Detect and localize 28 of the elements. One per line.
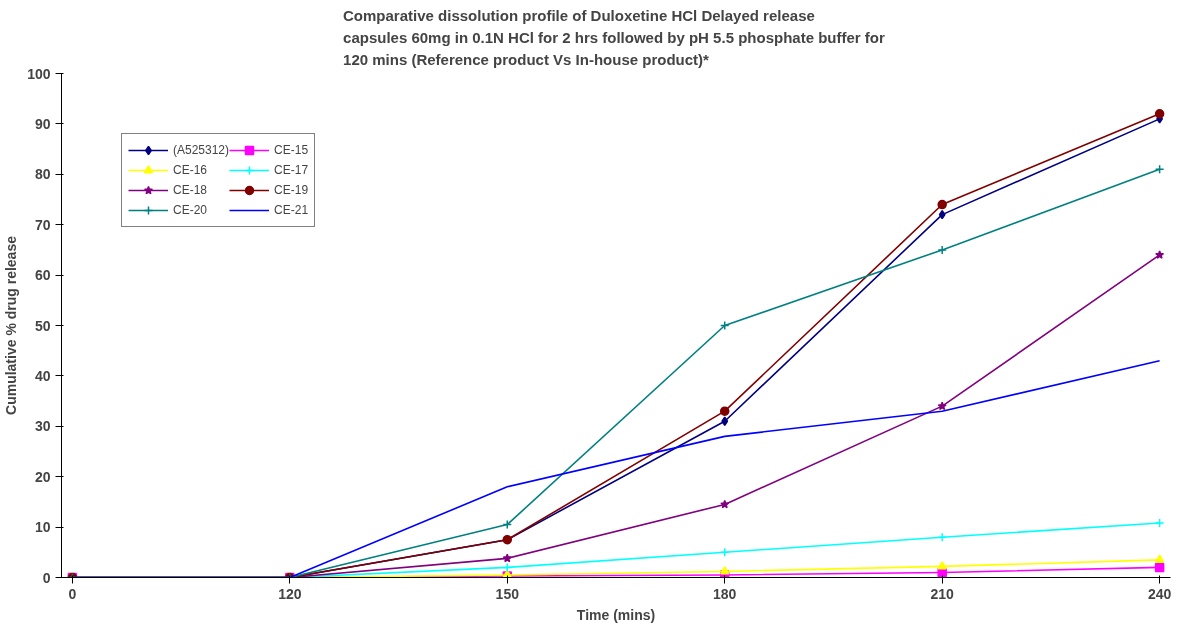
y-tick-label: 20	[34, 468, 51, 485]
legend-label: CE-19	[274, 183, 309, 197]
x-tick-label: 150	[495, 585, 520, 602]
y-axis-title: Cumulative % drug release	[3, 235, 20, 415]
x-tick-label: 180	[713, 585, 737, 602]
legend-label: CE-16	[173, 163, 208, 177]
legend-label: CE-21	[274, 203, 309, 217]
legend-label: CE-15	[274, 143, 309, 157]
y-tick-label: 90	[34, 115, 51, 132]
x-tick-label: 120	[278, 585, 302, 602]
x-tick-label: 240	[1147, 585, 1172, 602]
legend-label: (A525312)	[173, 143, 230, 157]
y-tick-label: 100	[27, 65, 51, 82]
x-tick-label: 210	[930, 585, 955, 602]
x-tick-label: 0	[68, 585, 77, 602]
y-tick-label: 10	[34, 519, 51, 536]
y-tick-label: 0	[42, 569, 51, 586]
y-tick-label: 60	[34, 267, 51, 284]
legend-label: CE-20	[173, 203, 208, 217]
y-tick-label: 40	[34, 367, 51, 384]
y-tick-label: 80	[34, 166, 51, 183]
chart-title: Comparative dissolution profile of Duloxetine HCl Delayed release capsules 60mg in 0.1N HCl for 2 hrs followed by pH 5.5 phosphate buffer for 120 mins (Reference product Vs In-house product)*	[343, 7, 885, 69]
y-tick-label: 30	[34, 418, 51, 435]
legend-label: CE-17	[274, 163, 309, 177]
y-tick-label: 70	[34, 216, 51, 233]
x-axis-title: Time (mins)	[576, 606, 656, 623]
legend-label: CE-18	[173, 183, 208, 197]
y-tick-label: 50	[34, 317, 51, 334]
